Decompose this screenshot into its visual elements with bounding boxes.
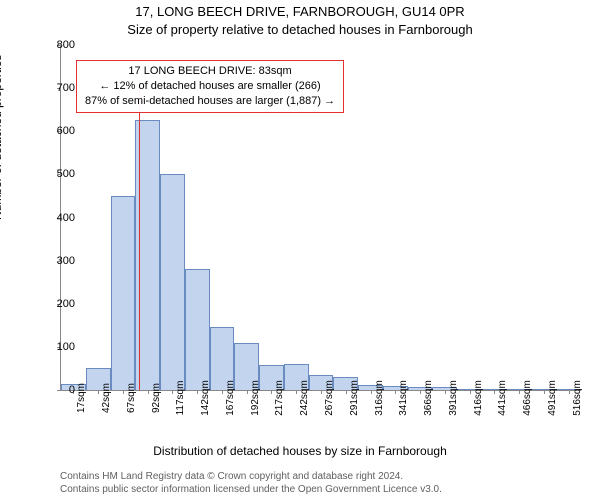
x-tick-label: 441sqm [497,380,508,416]
x-tick-label: 391sqm [448,380,459,416]
x-tick-label: 142sqm [200,380,211,416]
x-tick-mark [420,390,421,394]
chart-container: 17, LONG BEECH DRIVE, FARNBOROUGH, GU14 … [0,0,600,500]
x-tick-label: 92sqm [151,383,162,413]
x-tick-label: 316sqm [374,380,385,416]
property-marker-line [139,80,141,391]
y-tick-label: 700 [57,82,75,94]
y-tick-label: 400 [57,212,75,224]
x-tick-label: 67sqm [126,383,137,413]
x-tick-mark [197,390,198,394]
x-tick-label: 341sqm [398,380,409,416]
x-tick-label: 291sqm [349,380,360,416]
x-tick-mark [123,390,124,394]
x-tick-label: 242sqm [299,380,310,416]
footer-line2: Contains public sector information licen… [60,484,442,497]
x-tick-mark [494,390,495,394]
x-tick-mark [247,390,248,394]
x-tick-label: 42sqm [101,383,112,413]
y-tick-label: 800 [57,39,75,51]
x-tick-label: 117sqm [175,381,186,416]
x-tick-mark [395,390,396,394]
y-tick-label: 200 [57,298,75,310]
x-tick-mark [544,390,545,394]
annotation-line3: 87% of semi-detached houses are larger (… [85,94,335,109]
y-tick-label: 100 [57,341,75,353]
x-tick-label: 192sqm [250,380,261,416]
x-tick-mark [371,390,372,394]
annotation-box: 17 LONG BEECH DRIVE: 83sqm ← 12% of deta… [76,60,344,113]
x-tick-mark [569,390,570,394]
x-tick-label: 466sqm [522,380,533,416]
x-tick-mark [296,390,297,394]
y-tick-label: 0 [69,384,75,396]
x-tick-mark [519,390,520,394]
x-tick-mark [445,390,446,394]
x-tick-label: 267sqm [324,380,335,416]
y-tick-label: 500 [57,168,75,180]
footer-attribution: Contains HM Land Registry data © Crown c… [60,471,442,496]
x-tick-label: 416sqm [473,380,484,416]
histogram-bar [111,196,136,390]
x-tick-label: 491sqm [547,380,558,416]
y-tick-label: 600 [57,125,75,137]
x-tick-mark [222,390,223,394]
histogram-bar [185,269,210,390]
y-axis-label: Number of detached properties [0,55,4,220]
x-tick-mark [148,390,149,394]
x-tick-label: 516sqm [572,380,583,416]
footer-line1: Contains HM Land Registry data © Crown c… [60,471,442,484]
y-tick-mark [57,390,61,391]
annotation-line2: ← 12% of detached houses are smaller (26… [85,79,335,94]
x-tick-label: 17sqm [76,383,87,413]
annotation-line1: 17 LONG BEECH DRIVE: 83sqm [85,64,335,79]
title-line1: 17, LONG BEECH DRIVE, FARNBOROUGH, GU14 … [0,4,600,19]
x-tick-label: 366sqm [423,380,434,416]
x-tick-mark [98,390,99,394]
y-tick-label: 300 [57,255,75,267]
x-tick-label: 217sqm [274,380,285,416]
histogram-bar [160,174,185,390]
x-tick-mark [172,390,173,394]
title-line2: Size of property relative to detached ho… [0,22,600,37]
x-axis-label: Distribution of detached houses by size … [0,444,600,458]
x-tick-mark [470,390,471,394]
x-tick-mark [271,390,272,394]
x-tick-label: 167sqm [225,380,236,416]
x-tick-mark [321,390,322,394]
x-tick-mark [346,390,347,394]
